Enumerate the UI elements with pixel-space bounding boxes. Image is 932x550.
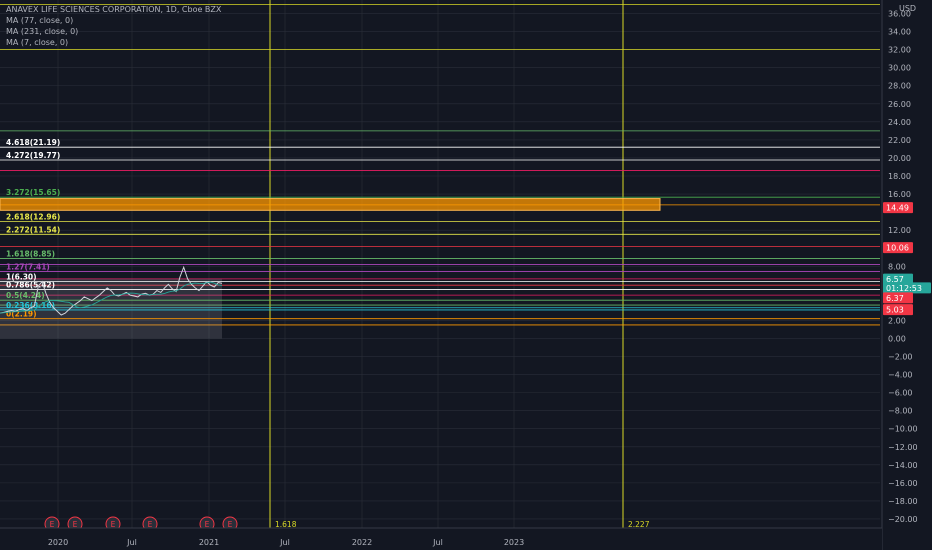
fib-level-label: 0.5(4.24) (6, 291, 45, 300)
indicator-ma-77[interactable]: MA (77, close, 0) (6, 15, 221, 26)
fib-level-label: 4.272(19.77) (6, 151, 60, 160)
time-tick-label: Jul (279, 538, 290, 547)
price-tick-label: 8.00 (888, 262, 906, 271)
time-tick-label: 2020 (48, 538, 68, 547)
currency-label[interactable]: USD (899, 4, 916, 13)
fib-level-label: 3.272(15.65) (6, 188, 60, 197)
fib-level-label: 4.618(21.19) (6, 138, 60, 147)
fib-level-label: 1.27(7.41) (6, 263, 50, 272)
price-tick-label: −4.00 (888, 371, 913, 380)
price-tick-label: 0.00 (888, 334, 906, 343)
fib-level-label: 2.272(11.54) (6, 225, 60, 234)
fib-level-label: 0.236(3.16) (6, 301, 55, 310)
price-tick-label: 16.00 (888, 190, 911, 199)
price-tick-label: 20.00 (888, 154, 911, 163)
price-tick-label: −12.00 (888, 443, 918, 452)
price-tick-label: 18.00 (888, 172, 911, 181)
price-badge-label: 5.03 (886, 306, 904, 315)
fib-level-label: 1.618(8.85) (6, 250, 55, 259)
price-tick-label: 30.00 (888, 64, 911, 73)
time-tick-label: 2021 (199, 538, 219, 547)
price-tick-label: −6.00 (888, 389, 913, 398)
price-tick-label: 24.00 (888, 118, 911, 127)
price-tick-label: −16.00 (888, 479, 918, 488)
price-tick-label: −20.00 (888, 515, 918, 524)
time-tick-label: 2022 (352, 538, 372, 547)
price-badge-label: 10.06 (886, 244, 909, 253)
price-tick-label: 34.00 (888, 28, 911, 37)
orange-zone[interactable] (0, 199, 660, 211)
price-tick-label: −14.00 (888, 461, 918, 470)
symbol-title[interactable]: ANAVEX LIFE SCIENCES CORPORATION, 1D, Cb… (6, 4, 221, 15)
time-tick-label: Jul (126, 538, 137, 547)
price-tick-label: −8.00 (888, 407, 913, 416)
price-tick-label: 28.00 (888, 82, 911, 91)
indicator-ma-231[interactable]: MA (231, close, 0) (6, 26, 221, 37)
chart-grid (0, 0, 880, 528)
time-tick-label: Jul (432, 538, 443, 547)
fib-level-label: 2.618(12.96) (6, 212, 60, 221)
price-badge-label: 01:12:53 (886, 284, 922, 293)
time-axis[interactable]: 2020 Jul 2021 Jul 2022 Jul 2023 (0, 528, 882, 550)
time-tick-label: 2023 (504, 538, 524, 547)
price-tick-label: 2.00 (888, 316, 906, 325)
price-tick-label: 12.00 (888, 226, 911, 235)
indicator-ma-7[interactable]: MA (7, close, 0) (6, 37, 221, 48)
price-tick-label: 22.00 (888, 136, 911, 145)
price-tick-label: 32.00 (888, 46, 911, 55)
chart-legend: ANAVEX LIFE SCIENCES CORPORATION, 1D, Cb… (6, 4, 221, 48)
price-tick-label: −18.00 (888, 497, 918, 506)
price-axis[interactable]: 36.0034.0032.0030.0028.0026.0024.0022.00… (882, 0, 932, 550)
price-tick-label: −10.00 (888, 425, 918, 434)
price-tick-label: 26.00 (888, 100, 911, 109)
price-badge-label: 6.37 (886, 294, 904, 303)
fib-level-label: 0.786(5.42) (6, 281, 55, 290)
price-badge-label: 14.49 (886, 204, 909, 213)
price-tick-label: −2.00 (888, 353, 913, 362)
